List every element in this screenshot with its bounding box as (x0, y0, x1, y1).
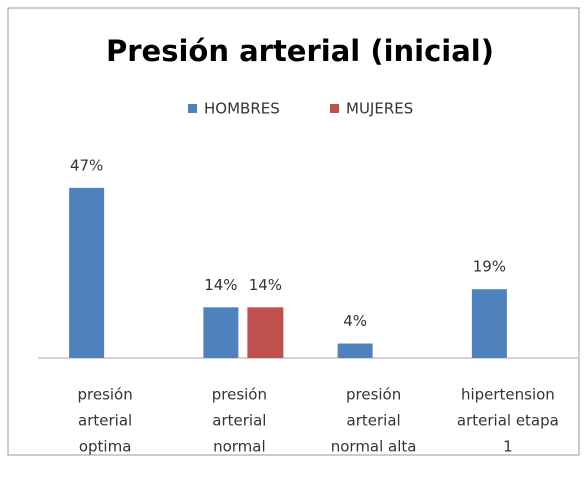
legend-label: HOMBRES (204, 100, 280, 118)
x-tick-label: arterial (78, 412, 132, 430)
x-tick-label: 1 (503, 438, 513, 456)
data-label: 14% (204, 276, 237, 294)
x-tick-label: arterial (212, 412, 266, 430)
bar (471, 289, 507, 358)
x-tick-label: optima (79, 438, 132, 456)
data-label: 19% (473, 258, 506, 276)
legend-swatch (330, 104, 339, 113)
x-tick-label: hipertension (461, 386, 555, 404)
x-tick-label: arterial etapa (457, 412, 559, 430)
legend-swatch (188, 104, 197, 113)
x-tick-label: presión (346, 386, 401, 404)
data-label: 47% (70, 156, 103, 174)
data-label: 14% (249, 276, 282, 294)
x-tick-label: arterial (347, 412, 401, 430)
legend-label: MUJERES (346, 100, 413, 118)
x-tick-label: presión (77, 386, 132, 404)
x-tick-label: normal alta (331, 438, 417, 456)
bar (203, 307, 239, 358)
data-label: 4% (343, 312, 367, 330)
bar (247, 307, 284, 358)
bar (337, 343, 373, 358)
x-tick-label: presión (212, 386, 267, 404)
bar (69, 187, 105, 358)
chart-title: Presión arterial (inicial) (106, 34, 494, 68)
x-tick-label: normal (213, 438, 266, 456)
